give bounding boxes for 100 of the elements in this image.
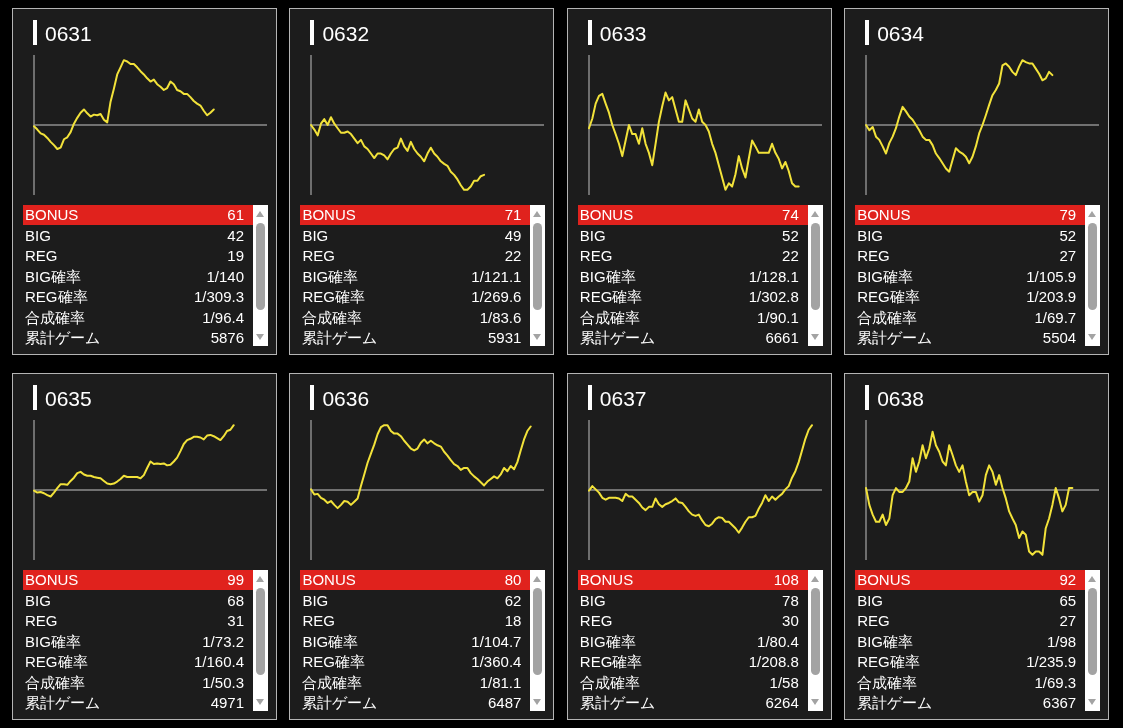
text: REG	[857, 611, 890, 631]
text: BIG	[302, 225, 329, 246]
text: 1/121.1	[471, 266, 522, 287]
chart-title: 0637	[599, 387, 647, 411]
text: 累計ゲーム	[302, 328, 378, 348]
text: BIG確率	[579, 266, 636, 287]
text: 1/302.8	[748, 287, 799, 307]
text: REG確率	[302, 652, 365, 672]
text: 1/69.3	[1034, 672, 1077, 693]
chart-title: 0631	[45, 22, 92, 46]
text: 累計ゲーム	[25, 693, 100, 713]
text: 合成確率	[857, 307, 918, 328]
text: 1/81.1	[479, 672, 522, 693]
text: 99	[227, 570, 244, 590]
text: 62	[504, 590, 522, 611]
text: 1/58	[769, 672, 799, 693]
text: BIG	[857, 590, 884, 611]
text: 49	[504, 225, 522, 246]
text: REG	[302, 246, 335, 266]
text: BIG確率	[25, 266, 81, 287]
text: 27	[1059, 611, 1077, 631]
text: BIG確率	[857, 631, 914, 652]
text: REG確率	[857, 652, 920, 672]
text: BONUS	[302, 570, 356, 590]
text: 78	[782, 590, 799, 611]
text: 108	[773, 570, 799, 590]
text: 1/98	[1046, 631, 1077, 652]
text: REG確率	[579, 287, 643, 307]
text: REG	[579, 611, 613, 631]
text: BIG	[25, 225, 51, 246]
text: BONUS	[25, 570, 79, 590]
text: REG	[857, 246, 890, 266]
text: BIG	[579, 225, 606, 246]
chart-title: 0636	[322, 387, 370, 411]
text: 1/105.9	[1026, 266, 1077, 287]
text: 1/50.3	[202, 672, 244, 693]
text: REG	[302, 611, 335, 631]
text: BIG	[579, 590, 606, 611]
text: 1/208.8	[748, 652, 799, 672]
text: BIG	[25, 590, 51, 611]
text: REG	[25, 611, 58, 631]
text: REG確率	[25, 287, 88, 307]
text: 合成確率	[25, 672, 85, 693]
text: 1/104.7	[471, 631, 522, 652]
text: 68	[227, 590, 244, 611]
text: 30	[782, 611, 799, 631]
text: BONUS	[25, 205, 79, 225]
text: 1/269.6	[471, 287, 522, 307]
text: 合成確率	[857, 672, 918, 693]
text: 42	[227, 225, 244, 246]
text: 22	[782, 246, 799, 266]
text: 4971	[210, 693, 244, 713]
text: 65	[1059, 590, 1077, 611]
text: 18	[504, 611, 522, 631]
text: 6264	[765, 693, 799, 713]
text: 80	[504, 570, 522, 590]
text: 1/83.6	[479, 307, 522, 328]
text: 5931	[488, 328, 522, 348]
text: 1/90.1	[757, 307, 799, 328]
text: 61	[227, 205, 244, 225]
text: 1/128.1	[748, 266, 799, 287]
text: 1/140	[206, 266, 244, 287]
text: 累計ゲーム	[302, 693, 378, 713]
text: REG確率	[579, 652, 643, 672]
text: 累計ゲーム	[857, 693, 933, 713]
text: BIG確率	[302, 631, 359, 652]
text: REG確率	[857, 287, 920, 307]
text: 累計ゲーム	[579, 328, 655, 348]
text: BIG確率	[857, 266, 914, 287]
text: 1/96.4	[202, 307, 244, 328]
text: BONUS	[857, 570, 911, 590]
text: REG確率	[25, 652, 88, 672]
text: 6367	[1042, 693, 1077, 713]
text: BIG	[857, 225, 884, 246]
text: 合成確率	[302, 307, 363, 328]
chart-title: 0632	[322, 22, 370, 46]
text: BONUS	[579, 205, 634, 225]
text: BONUS	[857, 205, 911, 225]
text: BONUS	[302, 205, 356, 225]
text: BIG	[302, 590, 329, 611]
text: 1/73.2	[202, 631, 244, 652]
text: BIG確率	[579, 631, 636, 652]
text: 31	[227, 611, 244, 631]
text: 累計ゲーム	[857, 328, 933, 348]
text: 27	[1059, 246, 1077, 266]
text: 19	[227, 246, 244, 266]
text: 5504	[1042, 328, 1077, 348]
text: 1/360.4	[471, 652, 522, 672]
text: 合成確率	[579, 307, 640, 328]
text: 6487	[488, 693, 522, 713]
text: 92	[1059, 570, 1077, 590]
text: 累計ゲーム	[579, 693, 655, 713]
text: 74	[782, 205, 799, 225]
text: BIG確率	[25, 631, 81, 652]
chart-title: 0635	[45, 387, 92, 411]
text: 1/80.4	[757, 631, 799, 652]
text: BIG確率	[302, 266, 359, 287]
text: 52	[782, 225, 799, 246]
text: BONUS	[579, 570, 634, 590]
text: REG確率	[302, 287, 365, 307]
